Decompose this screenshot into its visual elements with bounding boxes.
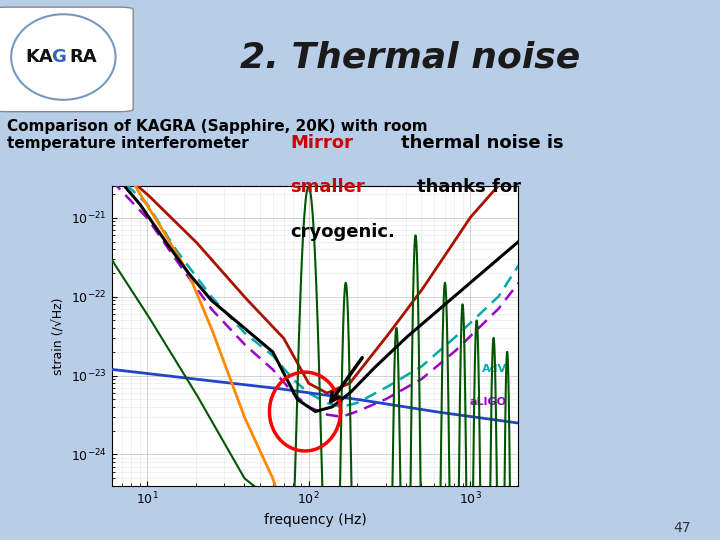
FancyBboxPatch shape (0, 7, 133, 112)
Y-axis label: strain (/√Hz): strain (/√Hz) (53, 298, 66, 375)
Text: AdV: AdV (482, 364, 507, 374)
Text: Comparison of KAGRA (Sapphire, 20K) with room
temperature interferometer: Comparison of KAGRA (Sapphire, 20K) with… (7, 119, 428, 151)
X-axis label: frequency (Hz): frequency (Hz) (264, 513, 366, 527)
Text: cryogenic.: cryogenic. (290, 223, 395, 241)
Text: G: G (52, 48, 66, 66)
Text: 2. Thermal noise: 2. Thermal noise (240, 40, 580, 74)
Text: thanks for: thanks for (418, 178, 521, 197)
Text: Mirror: Mirror (290, 134, 353, 152)
Text: aLIGO: aLIGO (469, 397, 507, 407)
Text: thermal noise is: thermal noise is (401, 134, 564, 152)
Text: RA: RA (70, 48, 97, 66)
Text: 47: 47 (674, 521, 691, 535)
Text: KA: KA (25, 48, 53, 66)
Text: smaller: smaller (290, 178, 365, 197)
